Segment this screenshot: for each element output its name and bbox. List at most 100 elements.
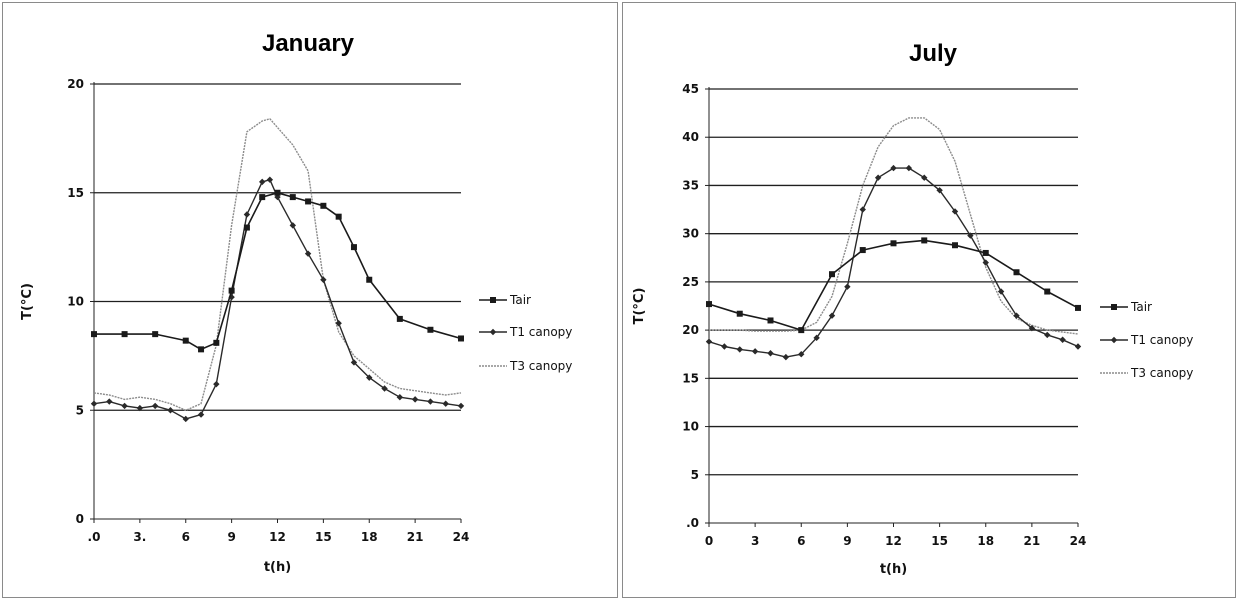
data-point: [259, 194, 266, 201]
data-point: [411, 396, 419, 403]
data-point: [320, 202, 327, 209]
data-point: [890, 240, 897, 247]
y-tick-label: 0: [76, 512, 84, 526]
data-point: [274, 189, 281, 196]
data-point: [243, 224, 250, 231]
data-point: [457, 402, 465, 410]
y-tick-label: 30: [682, 227, 699, 241]
data-point: [921, 174, 928, 181]
x-tick-label: 3: [751, 534, 759, 548]
data-point: [1013, 312, 1020, 319]
series-line: [708, 167, 1079, 358]
data-point: [213, 380, 220, 388]
x-tick-label: 9: [843, 534, 851, 548]
series-tair: [91, 189, 464, 353]
data-point: [366, 374, 373, 381]
series-t3-canopy: [709, 117, 1079, 335]
data-point: [91, 331, 97, 338]
y-tick-label: .0: [686, 516, 699, 530]
data-point: [182, 337, 189, 344]
data-point: [121, 331, 128, 338]
data-point: [1013, 269, 1020, 276]
legend: Tair T1 canopy T3 canopy: [479, 293, 572, 373]
data-point: [366, 276, 373, 283]
x-tick-label: 3.: [133, 530, 146, 544]
data-point: [829, 271, 835, 278]
legend-label: Tair: [509, 293, 531, 307]
data-point: [228, 287, 235, 294]
data-point: [736, 346, 743, 353]
july-chart-panel: July .0 5 10 15 20 25 30 35 40 45 0 3 6 9 12 15 18 21 24 t(h…: [622, 2, 1236, 598]
data-point: [106, 398, 113, 405]
x-tick-label: 9: [227, 530, 235, 544]
data-point: [243, 211, 251, 218]
x-tick-label: 0: [705, 534, 713, 548]
x-tick-label: 21: [1024, 534, 1041, 548]
data-point: [151, 402, 159, 410]
x-tick-label: 12: [269, 530, 286, 544]
data-point: [936, 187, 943, 194]
data-point: [890, 164, 897, 172]
data-point: [320, 276, 327, 283]
x-tick-label: 24: [453, 530, 470, 544]
y-tick-label: 35: [682, 178, 699, 192]
legend-label: Tair: [1130, 300, 1152, 314]
legend-swatch-marker: [1111, 304, 1117, 310]
data-point: [951, 208, 959, 215]
y-tick-label: 15: [682, 371, 699, 385]
data-point: [859, 206, 866, 213]
january-chart: January 0 5 10 15 20 .0 3. 6 9 12 15 18 21 24 t(h) T(°C)…: [20, 30, 572, 575]
data-point: [1044, 288, 1051, 295]
legend: Tair T1 canopy T3 canopy: [1100, 300, 1193, 380]
legend-swatch-marker: [489, 328, 497, 336]
data-point: [997, 288, 1005, 295]
data-point: [305, 198, 312, 205]
data-point: [266, 176, 274, 183]
data-point: [1074, 343, 1082, 350]
data-point: [921, 237, 928, 244]
data-point: [705, 338, 713, 345]
data-point: [828, 312, 836, 319]
data-point: [782, 353, 790, 361]
series-t1-canopy: [705, 164, 1082, 361]
data-point: [859, 247, 866, 254]
data-point: [136, 404, 144, 412]
data-point: [721, 343, 728, 350]
data-point: [442, 400, 449, 407]
data-point: [304, 250, 312, 257]
y-tick-label: 5: [76, 403, 84, 417]
data-point: [967, 232, 974, 239]
x-tick-label: 18: [977, 534, 994, 548]
data-point: [289, 222, 296, 229]
data-point: [152, 331, 159, 338]
data-point: [751, 348, 759, 355]
data-point: [767, 350, 774, 357]
chart-title: January: [262, 30, 355, 57]
data-point: [350, 359, 358, 366]
data-point: [874, 174, 882, 181]
series-line: [94, 192, 462, 351]
series-tair: [706, 237, 1081, 334]
data-point: [982, 249, 989, 256]
data-point: [427, 326, 434, 333]
data-point: [798, 327, 805, 334]
x-tick-label: 12: [885, 534, 902, 548]
legend-label: T3 canopy: [509, 359, 572, 373]
data-point: [844, 283, 851, 290]
data-point: [905, 164, 913, 172]
data-point: [335, 213, 342, 220]
data-point: [798, 351, 805, 358]
y-tick-label: 10: [67, 295, 84, 309]
data-point: [259, 178, 266, 186]
data-point: [381, 385, 388, 392]
data-point: [982, 259, 989, 266]
data-point: [458, 335, 464, 342]
data-point: [427, 398, 434, 405]
data-point: [736, 310, 743, 317]
data-point: [767, 317, 774, 324]
y-tick-label: 5: [691, 468, 699, 482]
data-point: [198, 346, 205, 353]
series-line: [93, 178, 462, 420]
data-point: [813, 334, 820, 342]
data-point: [167, 407, 174, 414]
